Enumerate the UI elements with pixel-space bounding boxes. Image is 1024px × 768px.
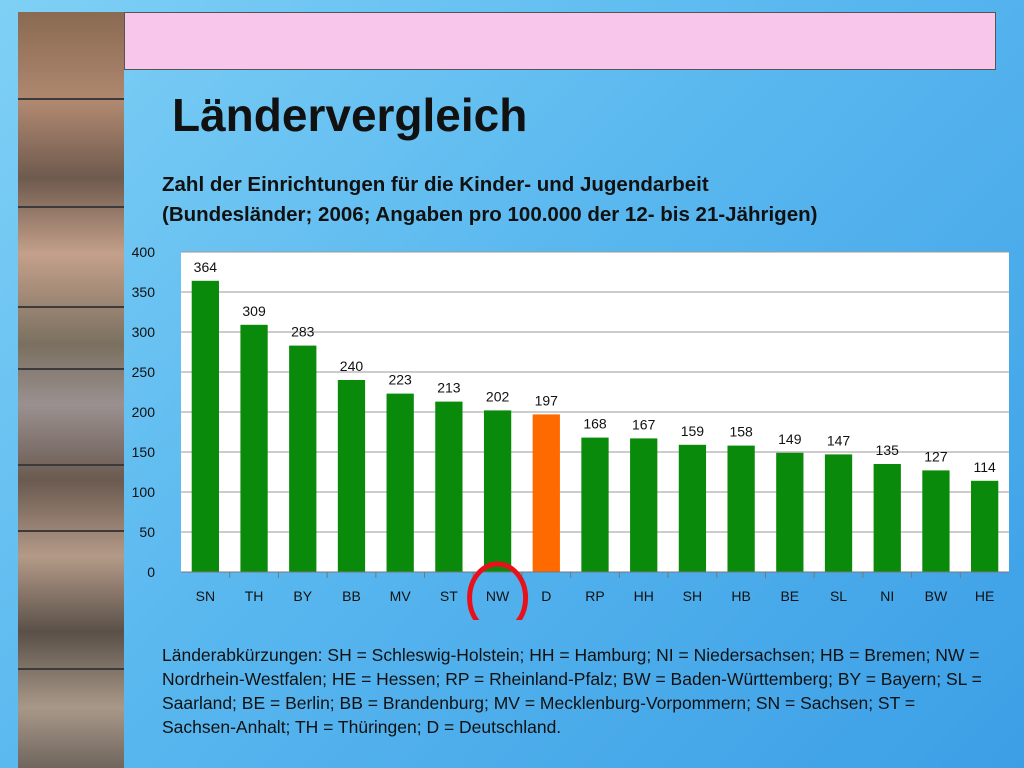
header-bar [124, 12, 996, 70]
bar-chart: 0 50 100 150 200 250 300 350 400 364 SN 309 TH 283 BY 2… [132, 244, 1009, 620]
bar-BE [776, 452, 804, 572]
bar-TH [240, 324, 268, 572]
photo-tile-5 [18, 370, 124, 466]
data-label-RP: 168 [583, 416, 607, 432]
bar-BY [289, 345, 317, 572]
x-tick-label-BB: BB [342, 588, 361, 604]
x-tick-label-ST: ST [440, 588, 458, 604]
bar-BB [337, 380, 366, 572]
bar-SN [191, 280, 219, 572]
y-tick-label: 200 [132, 404, 156, 420]
data-label-D: 197 [535, 392, 559, 408]
bar-BW [922, 470, 950, 572]
y-tick-label: 50 [139, 524, 155, 540]
x-tick-label-SN: SN [196, 588, 215, 604]
x-tick-label-HB: HB [731, 588, 750, 604]
data-label-BY: 283 [291, 324, 315, 340]
data-label-TH: 309 [242, 303, 266, 319]
data-label-MV: 223 [388, 372, 412, 388]
data-label-SN: 364 [194, 259, 218, 275]
data-label-SH: 159 [681, 423, 705, 439]
x-tick-label-D: D [541, 588, 551, 604]
data-label-ST: 213 [437, 380, 461, 396]
bar-NI [873, 464, 901, 572]
data-label-BW: 127 [924, 448, 948, 464]
y-tick-label: 0 [147, 564, 155, 580]
photo-tile-2 [18, 100, 124, 208]
x-tick-label-HH: HH [634, 588, 654, 604]
photo-collage-strip [18, 12, 124, 768]
bar-HE [971, 480, 999, 572]
bar-D [532, 414, 560, 572]
x-tick-label-NW: NW [486, 588, 510, 604]
y-tick-label: 350 [132, 284, 156, 300]
x-tick-label-TH: TH [245, 588, 264, 604]
y-tick-label: 300 [132, 324, 156, 340]
data-label-NI: 135 [876, 442, 900, 458]
photo-tile-1 [18, 12, 124, 100]
data-label-BE: 149 [778, 431, 802, 447]
highlight-circle-NW [467, 561, 529, 620]
x-tick-label-RP: RP [585, 588, 604, 604]
bar-NW [483, 410, 512, 572]
data-label-HB: 158 [729, 424, 753, 440]
bar-SH [678, 444, 707, 572]
x-tick-label-SH: SH [683, 588, 702, 604]
x-tick-label-BY: BY [293, 588, 312, 604]
chart-subtitle: Zahl der Einrichtungen für die Kinder- u… [162, 170, 1002, 230]
bar-RP [581, 437, 609, 572]
y-tick-label: 100 [132, 484, 156, 500]
data-label-NW: 202 [486, 388, 510, 404]
x-tick-label-MV: MV [390, 588, 412, 604]
photo-tile-6 [18, 466, 124, 532]
subtitle-line-2: (Bundesländer; 2006; Angaben pro 100.000… [162, 203, 818, 226]
data-label-BB: 240 [340, 358, 364, 374]
data-label-SL: 147 [827, 432, 851, 448]
photo-tile-3 [18, 208, 124, 308]
y-tick-label: 150 [132, 444, 156, 460]
x-tick-label-BW: BW [925, 588, 948, 604]
x-tick-label-SL: SL [830, 588, 847, 604]
y-tick-label: 250 [132, 364, 156, 380]
photo-tile-4 [18, 308, 124, 370]
slide-title: Ländervergleich [172, 89, 528, 141]
subtitle-line-1: Zahl der Einrichtungen für die Kinder- u… [162, 173, 709, 196]
abbreviation-footnote: Länderabkürzungen: SH = Schleswig-Holste… [162, 645, 982, 737]
bar-HH [630, 438, 658, 572]
data-label-HE: 114 [973, 459, 996, 475]
photo-tile-8 [18, 670, 124, 768]
bar-HB [727, 445, 755, 572]
x-tick-label-NI: NI [880, 588, 894, 604]
bar-SL [824, 454, 853, 572]
data-label-HH: 167 [632, 416, 656, 432]
bar-ST [435, 401, 463, 572]
bar-MV [386, 393, 414, 572]
photo-tile-7 [18, 532, 124, 670]
x-tick-label-HE: HE [975, 588, 994, 604]
x-tick-label-BE: BE [780, 588, 799, 604]
y-tick-label: 400 [132, 244, 156, 260]
